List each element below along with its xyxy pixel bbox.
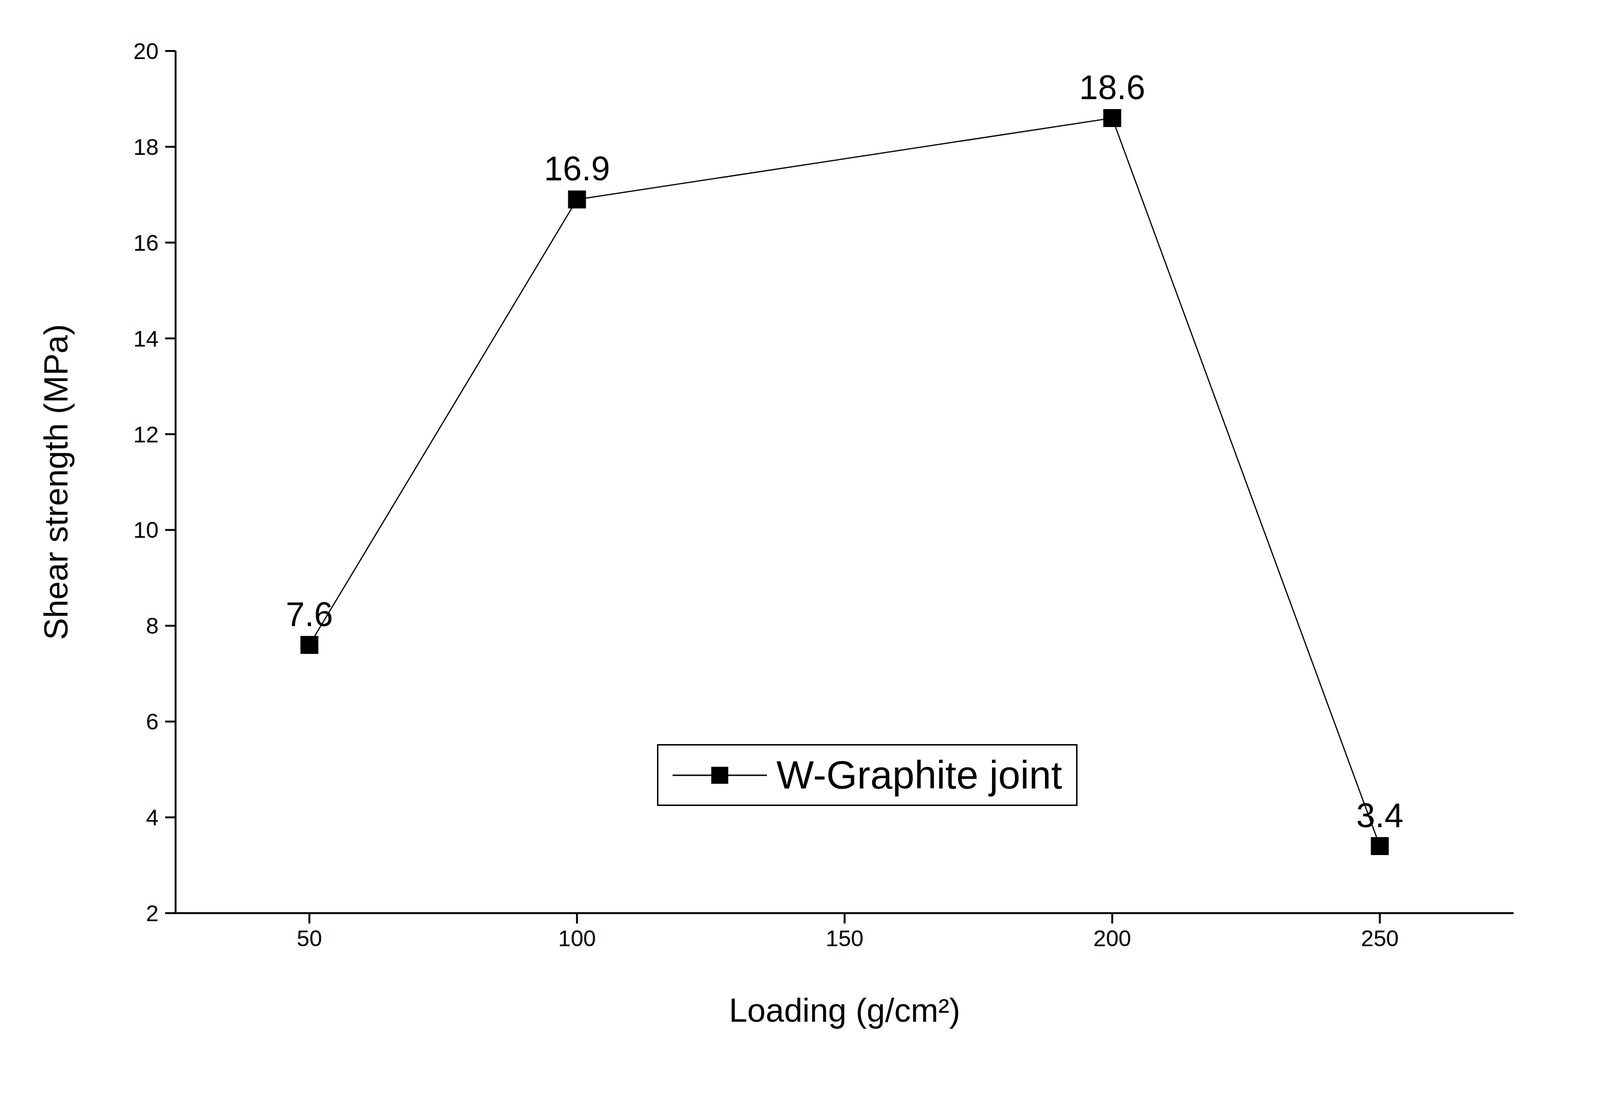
svg-text:14: 14 [133, 326, 159, 352]
html-text:W-Graphite joint: W-Graphite joint [776, 752, 1063, 797]
svg-text:8: 8 [145, 613, 159, 639]
svg-text:18: 18 [133, 134, 159, 160]
svg-text:20: 20 [133, 38, 159, 64]
svg-text:150: 150 [825, 925, 864, 951]
svg-text:Shear strength (MPa): Shear strength (MPa) [37, 323, 75, 640]
svg-text:Loading (g/cm²): Loading (g/cm²) [728, 991, 960, 1029]
svg-text:16.9: 16.9 [543, 149, 610, 188]
svg-text:200: 200 [1093, 925, 1131, 951]
svg-text:50: 50 [296, 925, 322, 951]
svg-text:4: 4 [145, 804, 159, 830]
svg-text:18.6: 18.6 [1078, 68, 1146, 107]
svg-text:3.4: 3.4 [1355, 796, 1404, 834]
svg-text:250: 250 [1360, 925, 1399, 951]
svg-text:7.6: 7.6 [285, 595, 333, 633]
svg-text:100: 100 [557, 925, 596, 951]
svg-text:12: 12 [133, 421, 159, 447]
svg-text:10: 10 [133, 517, 159, 543]
svg-text:6: 6 [145, 708, 159, 734]
svg-text:16: 16 [133, 230, 159, 256]
svg-text:2: 2 [145, 900, 159, 926]
